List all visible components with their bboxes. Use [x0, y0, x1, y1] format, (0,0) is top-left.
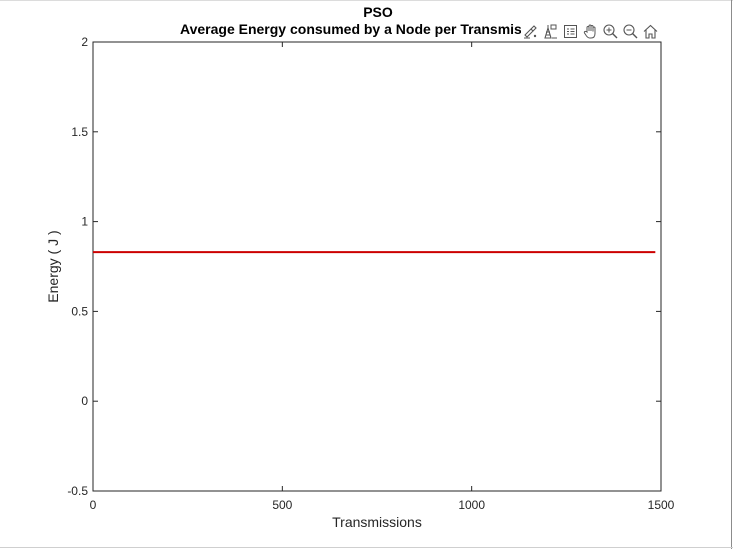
window-edge-right: [731, 0, 732, 549]
y-tick-label: 2: [81, 35, 88, 49]
y-tick-label: 0: [81, 394, 88, 408]
zoom-out-icon: [623, 23, 638, 38]
zoom-in-button[interactable]: [601, 22, 620, 41]
data-cursor-button[interactable]: [541, 22, 560, 41]
chart-title: PSO: [363, 4, 393, 20]
x-tick-label: 1500: [648, 498, 675, 512]
x-tick-label: 0: [90, 498, 97, 512]
y-tick-label: 0.5: [71, 304, 88, 318]
window-edge-top: [0, 0, 733, 1]
zoom-in-icon: [603, 23, 618, 38]
brush-data-button[interactable]: [521, 22, 540, 41]
window-edge-bottom: [0, 547, 733, 548]
data-cursor-icon: [544, 24, 557, 39]
zoom-out-button[interactable]: [621, 22, 640, 41]
brush-data-icon: [524, 24, 537, 38]
y-axis-label: Energy ( J ): [45, 230, 61, 302]
chart-subtitle: Average Energy consumed by a Node per Tr…: [180, 21, 525, 37]
plot-area-box: [92, 41, 662, 492]
pan-button[interactable]: [581, 22, 600, 41]
legend-button[interactable]: [561, 22, 580, 41]
restore-view-button[interactable]: [641, 22, 660, 41]
x-axis-label: Transmissions: [332, 514, 422, 530]
y-tick-label: 1: [81, 215, 88, 229]
home-icon: [643, 24, 658, 39]
axes-toolbar: [521, 21, 660, 41]
legend-icon: [564, 24, 577, 38]
y-tick-label: -0.5: [67, 484, 88, 498]
x-tick-label: 500: [272, 498, 292, 512]
y-tick-label: 1.5: [71, 125, 88, 139]
x-tick-label: 1000: [458, 498, 485, 512]
pan-icon: [583, 23, 596, 38]
